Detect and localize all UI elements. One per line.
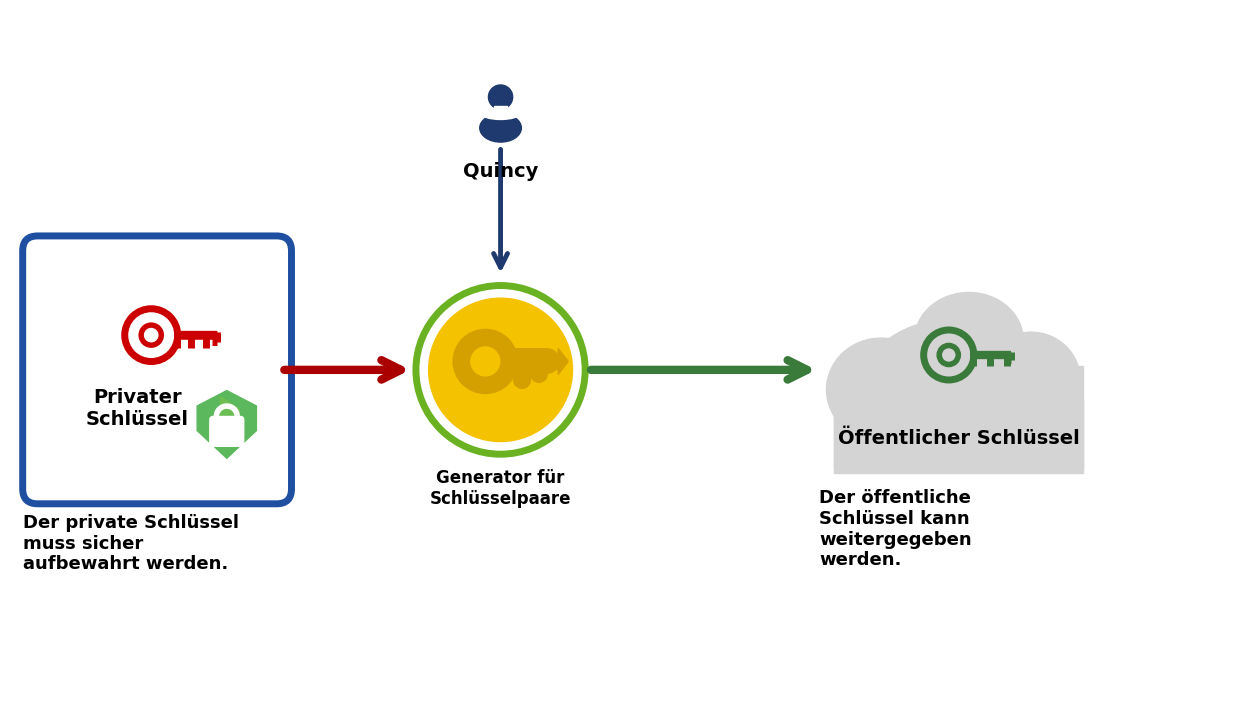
Bar <box>834 398 1083 473</box>
FancyArrow shape <box>543 348 568 374</box>
Ellipse shape <box>480 114 521 142</box>
Ellipse shape <box>826 338 935 441</box>
Text: Generator für
Schlüsselpaare: Generator für Schlüsselpaare <box>429 469 571 508</box>
Ellipse shape <box>914 293 1023 388</box>
Circle shape <box>428 298 572 441</box>
FancyBboxPatch shape <box>493 106 507 118</box>
FancyBboxPatch shape <box>23 236 292 504</box>
Text: Privater
Schlüssel: Privater Schlüssel <box>85 388 189 429</box>
Circle shape <box>488 85 512 109</box>
Polygon shape <box>197 391 257 458</box>
Text: Öffentlicher Schlüssel: Öffentlicher Schlüssel <box>838 429 1079 448</box>
Ellipse shape <box>982 332 1080 427</box>
Circle shape <box>471 347 500 376</box>
Circle shape <box>453 329 517 393</box>
Ellipse shape <box>482 108 520 119</box>
Text: Der private Schlüssel
muss sicher
aufbewahrt werden.: Der private Schlüssel muss sicher aufbew… <box>23 514 239 573</box>
Text: Der öffentliche
Schlüssel kann
weitergegeben
werden.: Der öffentliche Schlüssel kann weitergeg… <box>819 489 972 570</box>
Ellipse shape <box>865 318 1052 441</box>
Polygon shape <box>220 397 239 443</box>
Text: Quincy: Quincy <box>463 161 538 180</box>
FancyBboxPatch shape <box>210 417 244 446</box>
Bar <box>834 366 1083 469</box>
